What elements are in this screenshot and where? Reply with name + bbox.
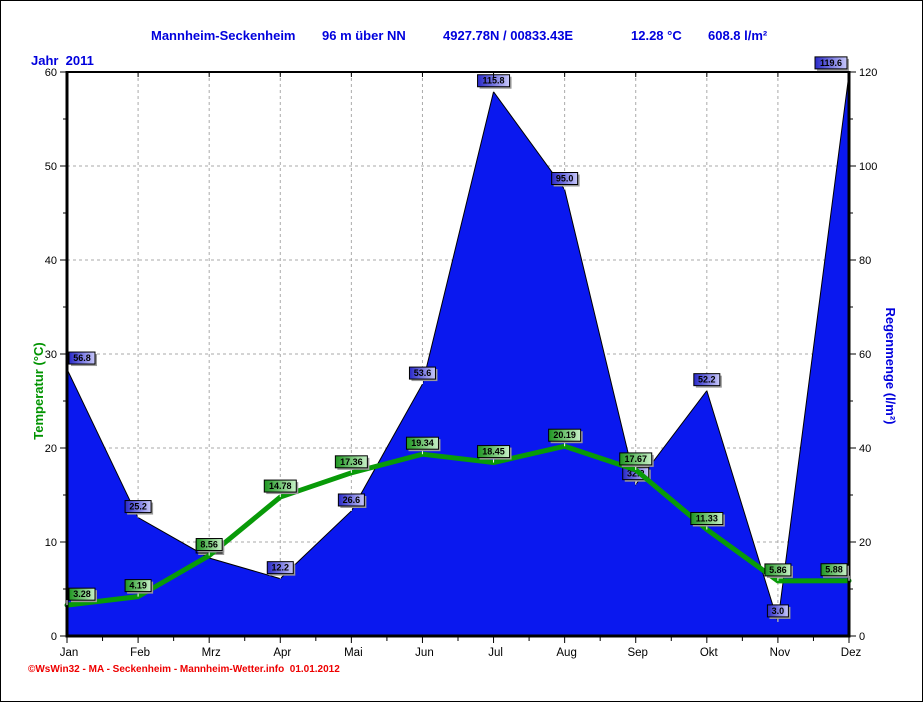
temp-point-label-box <box>690 511 724 525</box>
temperature-line <box>64 443 852 608</box>
rain-point-label-box <box>124 500 152 514</box>
rain-area <box>66 73 850 637</box>
month-label: Jun <box>415 647 434 659</box>
temp-point-label-value: 20.19 <box>553 430 576 440</box>
left-axis-tick-label: 20 <box>45 443 57 455</box>
month-label: Jul <box>488 647 503 659</box>
month-label: Mai <box>344 647 363 659</box>
temp-point-label-box <box>764 563 792 577</box>
rain-point-label-box <box>814 56 848 70</box>
temp-point-label-box <box>548 428 582 442</box>
station-name: Mannheim-Seckenheim <box>151 28 296 43</box>
rain-point-label-value: 115.8 <box>483 76 505 86</box>
temp-point-label-box <box>124 579 152 593</box>
temp-point-label-value: 17.36 <box>340 457 363 467</box>
station-coordinates: 4927.78N / 00833.43E <box>443 28 574 43</box>
rain-point-label-box <box>68 351 96 365</box>
temp-point-label-value: 4.19 <box>129 581 147 591</box>
left-axis-tick-label: 50 <box>45 161 57 173</box>
rain-point-label-box <box>551 172 579 185</box>
rain-point-label-value: 52.2 <box>698 375 716 385</box>
month-label: Jan <box>60 647 79 659</box>
right-axis-title: Regenmenge (l/m²) <box>883 307 898 424</box>
temp-point-label-box <box>263 479 297 493</box>
rain-point-label-box <box>693 373 721 387</box>
temp-point-label-value: 14.78 <box>269 481 292 491</box>
month-label: Mrz <box>202 647 221 659</box>
footer-credit: ©WsWin32 - MA - Seckenheim - Mannheim-We… <box>28 664 340 675</box>
rain-point-label-box <box>766 604 789 618</box>
rain-point-label-value: 32.2 <box>627 469 645 479</box>
temp-point-label-box <box>334 455 368 469</box>
total-rainfall: 608.8 l/m² <box>708 28 768 43</box>
right-axis-tick-label: 80 <box>859 255 871 267</box>
left-axis-tick-label: 40 <box>45 255 57 267</box>
right-axis-tick-label: 20 <box>859 537 871 549</box>
right-axis-tick-label: 0 <box>859 631 865 643</box>
temp-point-label-value: 5.88 <box>825 565 843 575</box>
temp-point-label-value: 17.67 <box>624 454 647 464</box>
left-axis-tick-label: 30 <box>45 349 57 361</box>
left-axis-title: Temperatur (°C) <box>31 342 46 439</box>
month-label: Okt <box>700 647 719 659</box>
temp-point-label-value: 18.45 <box>482 447 505 457</box>
temp-point-label-value: 19.34 <box>411 438 434 448</box>
right-axis-tick-label: 100 <box>859 161 877 173</box>
mean-temperature: 12.28 °C <box>631 28 682 43</box>
temp-point-label-box <box>619 452 653 466</box>
temp-point-label-box <box>68 587 96 601</box>
year-label: Jahr 2011 <box>31 53 94 68</box>
left-axis-tick-label: 0 <box>51 631 57 643</box>
month-label: Sep <box>627 647 647 659</box>
rain-point-label-box <box>408 366 436 380</box>
temp-point-label-box <box>477 445 511 459</box>
rain-point-label-value: 53.6 <box>414 368 432 378</box>
rain-point-label-value: 95.0 <box>556 174 574 184</box>
temp-point-label-value: 5.86 <box>769 565 787 575</box>
rain-point-label-value: 119.6 <box>820 58 842 68</box>
month-label: Apr <box>273 647 291 659</box>
temp-point-label-value: 3.28 <box>73 589 91 599</box>
temp-point-label-value: 8.56 <box>200 540 218 550</box>
rain-point-label-box <box>337 493 365 507</box>
rain-point-label-value: 12.2 <box>272 563 290 573</box>
rain-point-label-value: 26.6 <box>343 495 361 505</box>
temp-point-label-box <box>195 538 223 552</box>
month-label: Dez <box>841 647 862 659</box>
month-label: Feb <box>130 647 150 659</box>
right-axis-tick-label: 60 <box>859 349 871 361</box>
left-axis-tick-label: 60 <box>45 67 57 79</box>
temp-point-label-value: 11.33 <box>696 513 718 523</box>
rain-point-label-value: 56.8 <box>73 353 91 363</box>
month-label: Aug <box>556 647 576 659</box>
temp-point-label-box <box>405 436 439 450</box>
station-elevation: 96 m über NN <box>322 28 406 43</box>
rain-point-label-value: 3.0 <box>772 606 785 616</box>
rain-point-label-box <box>266 561 294 575</box>
right-axis-tick-label: 120 <box>859 67 877 79</box>
left-axis-tick-label: 10 <box>45 537 57 549</box>
temp-point-label-box <box>820 563 848 577</box>
month-label: Nov <box>770 647 791 659</box>
rain-point-label-value: 25.2 <box>129 502 147 512</box>
right-axis-tick-label: 40 <box>859 443 871 455</box>
